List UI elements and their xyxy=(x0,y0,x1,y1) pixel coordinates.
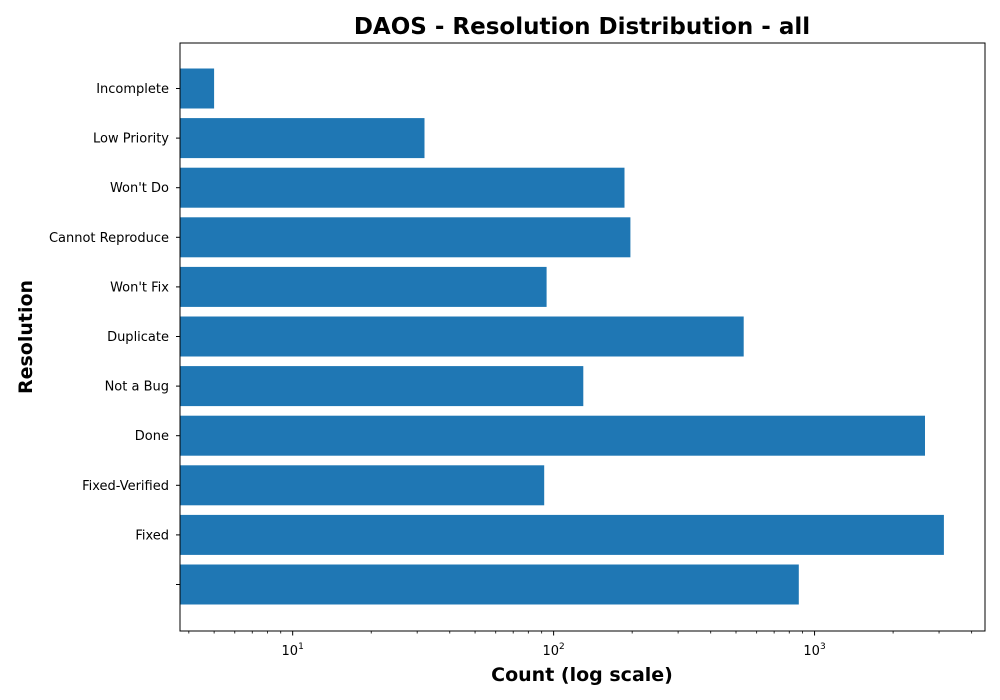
bar xyxy=(180,68,215,109)
bar xyxy=(180,366,584,407)
x-tick-label: 103 xyxy=(803,642,825,659)
y-ticks-group: Fixed Fixed-Verified Done Not a Bug Duplicat… xyxy=(49,82,180,585)
y-tick-label: Done xyxy=(135,429,169,444)
y-tick-label: Low Priority xyxy=(93,132,169,147)
bar xyxy=(180,465,545,506)
y-tick-label: Won't Fix xyxy=(110,280,169,295)
y-tick-label: Cannot Reproduce xyxy=(49,231,169,246)
y-axis-label: Resolution xyxy=(15,280,37,394)
y-tick-label: Duplicate xyxy=(107,330,169,345)
bar xyxy=(180,316,744,357)
bars-group xyxy=(180,68,944,605)
x-ticks-group: 101 102 103 xyxy=(188,631,973,659)
chart-title: DAOS - Resolution Distribution - all xyxy=(354,14,810,40)
y-tick-label: Fixed-Verified xyxy=(82,479,169,494)
bar xyxy=(180,118,425,159)
bar xyxy=(180,217,631,258)
bar xyxy=(180,415,925,456)
bar xyxy=(180,564,799,605)
bar xyxy=(180,167,625,208)
x-axis-label: Count (log scale) xyxy=(491,664,673,686)
plot-frame xyxy=(179,42,986,632)
bar xyxy=(180,266,547,307)
y-tick-label: Won't Do xyxy=(110,181,169,196)
x-tick-label: 101 xyxy=(282,642,304,659)
y-tick-label: Incomplete xyxy=(96,82,169,97)
bar xyxy=(180,514,944,555)
x-tick-label: 102 xyxy=(542,642,564,659)
y-tick-label: Fixed xyxy=(135,528,169,543)
y-tick-label: Not a Bug xyxy=(105,380,169,395)
